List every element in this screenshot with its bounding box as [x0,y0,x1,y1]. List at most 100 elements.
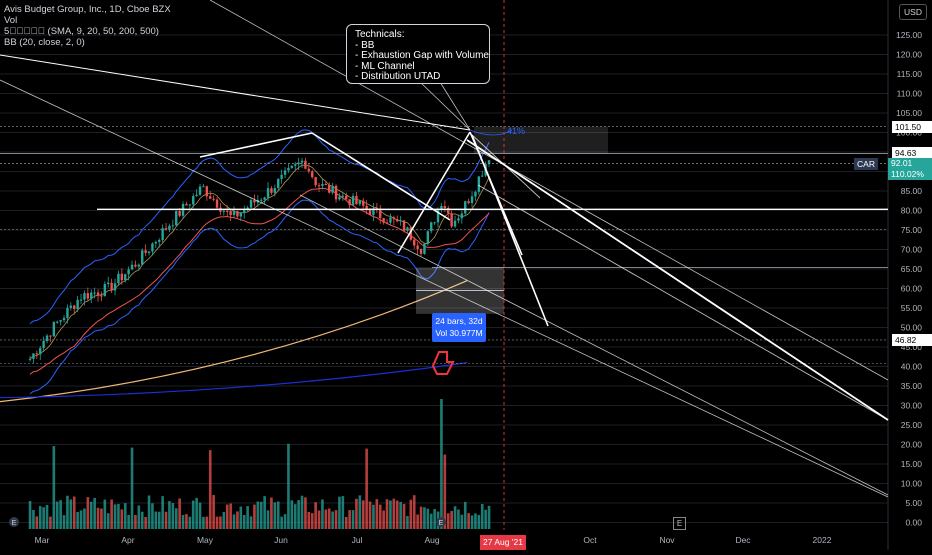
volume-bar [242,514,246,529]
volume-bar [283,514,287,529]
candle [392,217,396,220]
candle [158,240,161,242]
x-tick-label: May [197,535,214,545]
volume-bar [117,504,120,529]
candle [389,217,392,223]
candle [396,219,399,222]
trend-line [471,134,549,327]
candle [83,293,86,300]
volume-bar [86,497,90,529]
y-tick-label: 20.00 [901,440,923,450]
candle [430,222,433,232]
volume-bar [331,511,334,529]
candle [73,305,76,310]
volume-bar [419,506,423,529]
candle [406,227,409,231]
y-tick-label: 65.00 [901,264,923,274]
volume-bar [253,504,256,529]
volume-bar [130,447,134,529]
candle [32,353,35,359]
volume-bar [409,499,413,529]
volume-bar [423,507,426,529]
candle [127,269,130,275]
volume-bar [382,510,385,529]
candle [243,209,246,213]
candle [273,188,277,193]
volume-bar [215,516,219,529]
candle [209,196,212,199]
earnings-marker-icon: E [9,517,19,527]
trend-line [199,132,313,158]
volume-bar [120,509,124,529]
candle [154,241,158,244]
candle [151,243,154,252]
y-tick-label: 15.00 [901,459,923,469]
candle [239,212,243,217]
x-tick-label: Oct [583,535,597,545]
volume-bar [429,513,433,529]
candle [324,183,328,186]
volume-bar [287,443,290,529]
volume-bar [270,497,273,529]
candle [382,218,385,223]
candle [321,183,324,186]
candle [62,317,66,321]
range-bars-label: 24 bars, 32d [435,316,483,326]
volume-bar [453,506,457,529]
last-price-value: 92.01 [891,157,913,168]
currency-button[interactable]: USD [899,4,927,20]
volume-bar [147,495,151,529]
volume-bar [55,501,59,529]
candle [161,228,164,241]
volume-bar [229,503,232,529]
candle [198,186,202,195]
candle [168,225,171,230]
svg-text:E: E [12,520,17,527]
candle [90,292,93,299]
volume-bar [341,496,345,529]
candle [35,353,39,355]
candle [287,167,290,171]
candle [185,203,188,206]
x-tick-label: Dec [735,535,751,545]
candle [93,292,96,294]
date-range-measure[interactable]: 24 bars, 32d Vol 30.977M [432,313,486,342]
volume-bar [140,511,144,529]
volume-bar [191,500,195,529]
svg-text:E: E [439,520,444,527]
candle [107,282,110,285]
technicals-callout[interactable]: Technicals: - BB - Exhaustion Gap with V… [346,24,490,84]
volume-bar [171,503,175,529]
candle [39,348,42,355]
volume-bar [440,399,443,529]
volume-bar [385,499,389,529]
y-tick-label: 0.00 [905,518,922,528]
callout-title: Technicals: [355,29,405,40]
candle [130,264,134,270]
volume-bar [399,501,402,529]
volume-bar [484,509,487,529]
volume-bar [202,516,205,529]
candle [205,186,209,197]
callout-line: - Exhaustion Gap with Volume [355,50,489,61]
x-tick-label: Jul [352,535,363,545]
volume-bar [375,499,379,529]
volume-bar [83,508,86,529]
candle [334,185,338,200]
earnings-flag[interactable]: E [673,517,686,530]
volume-bar [344,516,348,529]
volume-bar [106,513,110,529]
y-tick-label: 120.00 [896,50,922,60]
candle [212,198,215,200]
legend-bb: BB (20, close, 2, 0) [4,37,85,48]
candle [290,165,294,168]
candle [328,185,331,193]
volume-bar [178,498,181,529]
callout-pointer [419,81,471,131]
candle [76,299,79,310]
volume-bar [134,515,137,529]
candle [113,283,117,291]
volume-bar [89,501,93,529]
candle [49,335,52,337]
x-tick-label: Nov [659,535,675,545]
